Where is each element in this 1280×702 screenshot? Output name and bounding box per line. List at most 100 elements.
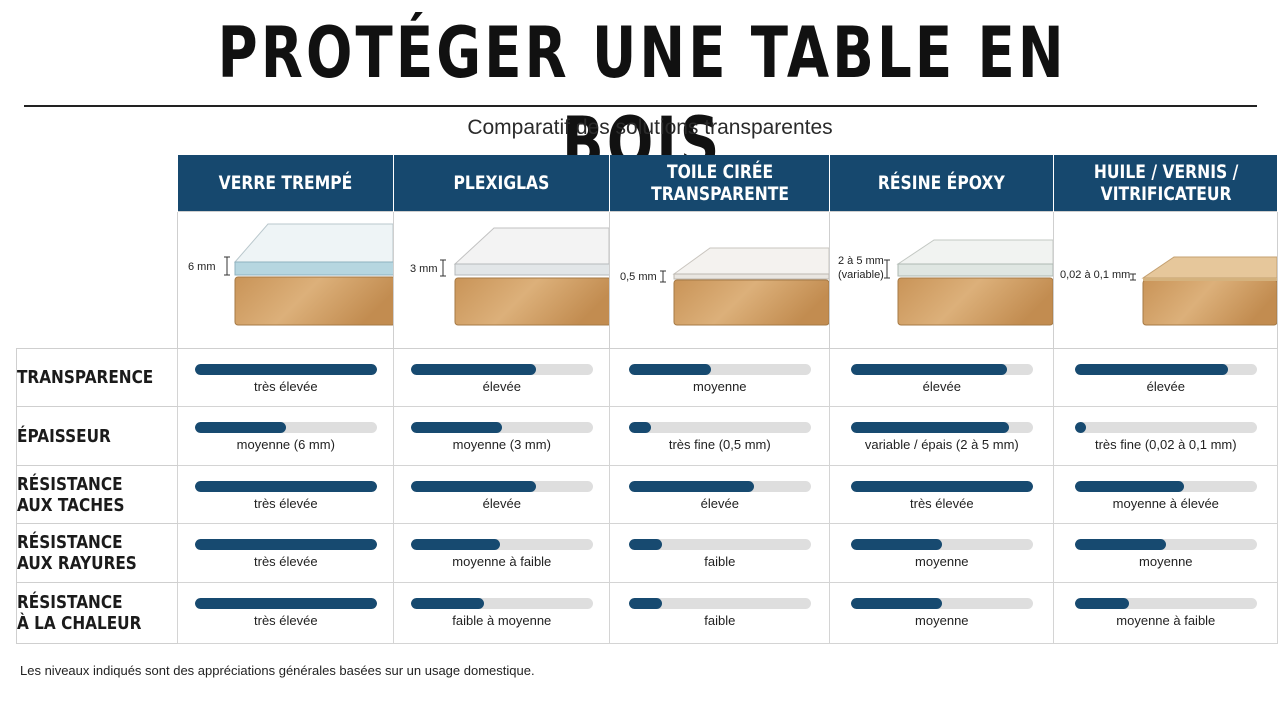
wood-slab-icon [673, 279, 829, 326]
rating-bar-track [628, 422, 811, 433]
rating-bar-track [628, 598, 811, 609]
rating-bar-track [410, 481, 593, 492]
wood-slab-icon [897, 277, 1053, 326]
wood-slab-icon [1142, 279, 1277, 326]
column-header-resine: RÉSINE ÉPOXY [829, 155, 1055, 212]
rating-bar-fill [194, 422, 286, 433]
rating-label: très fine (0,5 mm) [668, 437, 771, 452]
rating-bar-track [1074, 481, 1257, 492]
rating-bar-track [1074, 364, 1257, 375]
rating-bar-fill [410, 481, 537, 492]
rating-bar-fill [1074, 422, 1086, 433]
rating-bar-fill [1074, 598, 1130, 609]
rating-bar-track [850, 539, 1033, 550]
rating-cell-verre: très élevée [177, 465, 395, 524]
glass-edge-icon [234, 261, 393, 276]
table-row-epaisseur: ÉPAISSEUR moyenne (6 mm) moyenne (3 mm) trè… [15, 406, 1279, 466]
rating-bar-track [410, 539, 593, 550]
thickness-label: 0,02 à 0,1 mm [1060, 269, 1130, 281]
rating-label: moyenne [915, 613, 969, 628]
rating-bar-track [1074, 422, 1257, 433]
row-header-transparence: TRANSPARENCE [15, 348, 178, 407]
rating-label: moyenne (6 mm) [236, 437, 335, 452]
thickness-note: (variable) [838, 269, 884, 281]
rating-cell-resine: moyenne [829, 523, 1055, 583]
rating-label: moyenne à élevée [1112, 496, 1219, 511]
oilcloth-top-icon [672, 247, 829, 275]
rating-label: très fine (0,02 à 0,1 mm) [1094, 437, 1237, 452]
rating-bar-track [850, 364, 1033, 375]
rating-bar-fill [410, 422, 502, 433]
title-divider [24, 105, 1257, 107]
rating-cell-toile: élevée [609, 465, 831, 524]
rating-cell-verre: très élevée [177, 348, 395, 407]
rating-bar-track [850, 422, 1033, 433]
rating-label: très élevée [254, 379, 318, 394]
rating-bar-fill [1074, 539, 1166, 550]
rating-bar-track [628, 539, 811, 550]
rating-label: très élevée [254, 613, 318, 628]
column-header-huile: HUILE / VERNIS / VITRIFICATEUR [1053, 155, 1279, 212]
plexiglas-top-icon [454, 227, 609, 265]
rating-bar-track [410, 364, 593, 375]
rating-bar-track [194, 364, 377, 375]
rating-cell-plexiglas: moyenne à faible [393, 523, 611, 583]
rating-label: faible [704, 613, 736, 628]
rating-cell-resine: moyenne [829, 582, 1055, 644]
rating-bar-fill [194, 598, 377, 609]
footnote: Les niveaux indiqués sont des appréciati… [20, 663, 535, 678]
rating-bar-track [1074, 539, 1257, 550]
rating-bar-fill [850, 598, 942, 609]
rating-bar-fill [628, 539, 662, 550]
rating-label: moyenne [1139, 554, 1193, 569]
resin-edge-icon [897, 263, 1053, 277]
rating-label: variable / épais (2 à 5 mm) [864, 437, 1019, 452]
rating-cell-huile: moyenne à élevée [1053, 465, 1279, 524]
rating-cell-toile: très fine (0,5 mm) [609, 406, 831, 466]
rating-cell-toile: faible [609, 523, 831, 583]
rating-label: élevée [482, 496, 521, 511]
rating-bar-track [194, 481, 377, 492]
rating-label: élevée [482, 379, 521, 394]
rating-bar-track [194, 539, 377, 550]
rating-cell-huile: moyenne à faible [1053, 582, 1279, 644]
page-title: PROTÉGER UNE TABLE EN BOIS [217, 12, 1067, 184]
rating-bar-fill [628, 364, 711, 375]
rating-cell-verre: moyenne (6 mm) [177, 406, 395, 466]
illustration-toile: 0,5 mm [609, 211, 831, 349]
rating-bar-track [1074, 598, 1257, 609]
rating-label: élevée [1146, 379, 1185, 394]
thickness-label: 0,5 mm [620, 271, 657, 283]
rating-bar-track [194, 598, 377, 609]
rating-bar-fill [1074, 364, 1228, 375]
rating-bar-fill [850, 364, 1008, 375]
resin-top-icon [896, 239, 1053, 265]
row-header-resistance-rayures: RÉSISTANCE AUX RAYURES [15, 523, 178, 583]
table-row-resistance-rayures: RÉSISTANCE AUX RAYURES très élevée moyenne… [15, 523, 1279, 583]
comparison-table: VERRE TREMPÉ PLEXIGLAS TOILE CIRÉE TRANS… [15, 155, 1279, 644]
thickness-label: 2 à 5 mm [838, 255, 884, 267]
table-row-transparence: TRANSPARENCE très élevée élevée moyenne élev… [15, 348, 1279, 407]
oilcloth-edge-icon [673, 273, 829, 280]
rating-cell-resine: très élevée [829, 465, 1055, 524]
rating-bar-fill [410, 598, 484, 609]
rating-bar-track [410, 422, 593, 433]
rating-cell-resine: élevée [829, 348, 1055, 407]
rating-cell-huile: très fine (0,02 à 0,1 mm) [1053, 406, 1279, 466]
rating-label: moyenne à faible [452, 554, 552, 569]
rating-label: faible à moyenne [452, 613, 552, 628]
rating-label: très élevée [254, 554, 318, 569]
rating-cell-resine: variable / épais (2 à 5 mm) [829, 406, 1055, 466]
rating-cell-toile: faible [609, 582, 831, 644]
thickness-label: 6 mm [188, 261, 216, 273]
rating-label: moyenne à faible [1116, 613, 1216, 628]
rating-label: moyenne [915, 554, 969, 569]
table-row-resistance-taches: RÉSISTANCE AUX TACHES très élevée élevée él… [15, 465, 1279, 524]
rating-label: élevée [922, 379, 961, 394]
rating-bar-track [850, 598, 1033, 609]
wood-slab-icon [454, 277, 609, 326]
column-header-verre: VERRE TREMPÉ [177, 155, 395, 212]
rating-label: très élevée [254, 496, 318, 511]
illustration-resine: 2 à 5 mm (variable) [829, 211, 1055, 349]
rating-cell-huile: moyenne [1053, 523, 1279, 583]
